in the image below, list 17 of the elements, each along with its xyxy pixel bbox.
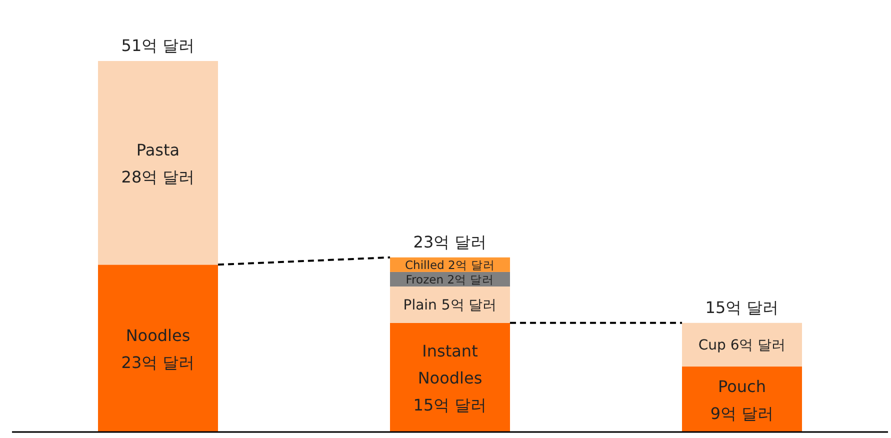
data-label: Pouch 9억 달러 bbox=[710, 376, 774, 423]
bar bbox=[682, 322, 802, 367]
data-label: Chilled 2억 달러 bbox=[404, 258, 496, 272]
bar bbox=[390, 322, 510, 432]
bar bbox=[98, 264, 218, 432]
bar bbox=[682, 366, 802, 432]
total-label: 23억 달러 bbox=[413, 232, 487, 252]
total-label: 51억 달러 bbox=[121, 36, 195, 55]
data-label: Noodles 23억 달러 bbox=[121, 326, 195, 372]
data-label: Pasta 28억 달러 bbox=[121, 140, 195, 186]
bar bbox=[390, 286, 510, 323]
data-label: Plain 5억 달러 bbox=[403, 298, 497, 314]
data-label: Cup 6억 달러 bbox=[698, 338, 786, 354]
data-label: Frozen 2억 달러 bbox=[406, 272, 494, 286]
bar bbox=[98, 61, 218, 265]
total-label: 15억 달러 bbox=[705, 298, 779, 317]
data-label: Instant Noodles 15억 달러 bbox=[413, 341, 487, 414]
